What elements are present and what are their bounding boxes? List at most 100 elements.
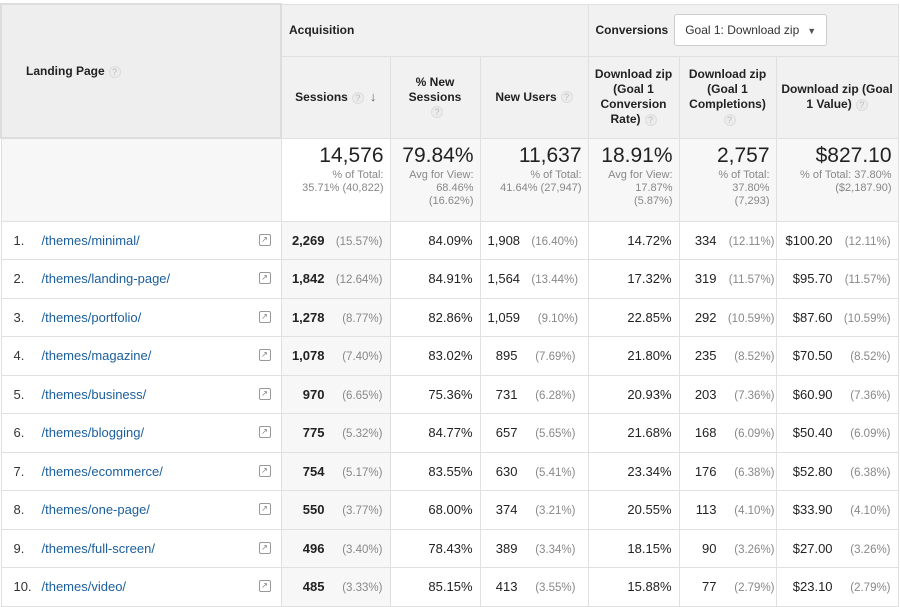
total-detail: 37.80%: [732, 181, 770, 194]
open-external-icon[interactable]: ↗: [258, 272, 271, 284]
help-icon[interactable]: ?: [108, 65, 121, 78]
total-value: 18.91%: [601, 143, 673, 167]
value-cell-value: $87.60: [792, 309, 833, 325]
open-external-icon[interactable]: ↗: [258, 503, 271, 515]
new-users-cell: 374 (3.21%): [479, 490, 589, 530]
help-icon[interactable]: ?: [723, 113, 736, 126]
completions-cell: 203 (7.36%): [678, 374, 777, 414]
landing-page-link[interactable]: /themes/blogging/: [41, 425, 145, 441]
total-detail: % of Total:: [718, 168, 770, 181]
new-sessions-cell: 84.09%: [389, 220, 481, 260]
help-icon[interactable]: ?: [560, 91, 573, 104]
value-cell-percent: (6.09%): [850, 428, 891, 441]
new-users-cell-value: 389: [495, 540, 518, 556]
help-icon[interactable]: ?: [431, 106, 443, 119]
landing-page-link[interactable]: /themes/business/: [41, 386, 147, 402]
total-value: 2,757: [716, 143, 770, 167]
conversion-rate-header[interactable]: Download zip (Goal 1 Conversion Rate)?: [587, 55, 680, 139]
open-external-icon[interactable]: ↗: [258, 464, 271, 477]
conversion-rate-cell: 17.32%: [587, 259, 680, 299]
new-users-cell: 413 (3.55%): [479, 567, 589, 607]
value-cell: $27.00 (3.26%): [775, 528, 899, 568]
conversion-rate-cell-value: 22.85%: [627, 309, 672, 325]
completions-cell-value: 168: [694, 425, 717, 441]
completions-header[interactable]: Download zip (Goal 1 Completions)?: [678, 55, 777, 139]
col-label: Sessions: [295, 90, 348, 104]
sort-descending-icon[interactable]: ↓: [369, 89, 377, 104]
conversion-rate-cell: 21.68%: [587, 413, 680, 453]
col-label: Download zip (Goal 1 Completions): [688, 67, 767, 111]
new-users-cell-value: 731: [495, 386, 518, 402]
new-sessions-cell-value: 75.36%: [428, 386, 473, 402]
value-cell: $23.10 (2.79%): [775, 567, 899, 607]
value-cell-percent: (10.59%): [843, 312, 891, 325]
completions-cell-percent: (10.59%): [727, 312, 775, 325]
new-users-cell-value: 630: [495, 463, 518, 479]
landing-page-link[interactable]: /themes/full-screen/: [41, 540, 155, 556]
new-users-cell-value: 657: [495, 425, 518, 441]
sessions-cell: 2,269 (15.57%): [280, 220, 391, 260]
value-cell-percent: (4.10%): [850, 505, 891, 518]
landing-page-link[interactable]: /themes/landing-page/: [41, 271, 171, 287]
totals-row: 14,576% of Total: 35.71% (40,822) 79.84% Av…: [0, 137, 899, 222]
open-external-icon[interactable]: ↗: [258, 541, 271, 554]
new-sessions-cell: 83.55%: [389, 451, 481, 491]
new-users-cell: 731 (6.28%): [479, 374, 589, 414]
col-label: % New Sessions: [408, 74, 462, 104]
help-icon[interactable]: ?: [855, 98, 868, 111]
open-external-icon[interactable]: ↗: [258, 233, 271, 246]
table-row: 2. /themes/landing-page/ ↗ 1,842 (12.64%) 84.…: [0, 259, 899, 299]
new-sessions-cell-value: 84.77%: [428, 425, 473, 441]
conversion-rate-cell-value: 20.55%: [627, 502, 672, 518]
completions-cell: 168 (6.09%): [678, 413, 777, 453]
landing-page-link[interactable]: /themes/magazine/: [41, 348, 152, 364]
sessions-cell: 970 (6.65%): [280, 374, 391, 414]
value-header[interactable]: Download zip (Goal 1 Value)?: [775, 55, 899, 139]
row-number: 8.: [13, 502, 25, 518]
completions-cell: 90 (3.26%): [678, 528, 777, 568]
new-sessions-header[interactable]: % New Sessions?: [389, 55, 481, 139]
col-label: Download zip (Goal 1 Conversion Rate): [594, 67, 673, 126]
row-number: 7.: [13, 463, 25, 479]
goal-select[interactable]: Goal 1: Download zip ▼: [674, 14, 828, 46]
new-users-cell: 1,908 (16.40%): [479, 220, 589, 260]
landing-page-link[interactable]: /themes/portfolio/: [41, 309, 142, 325]
landing-page-header[interactable]: Landing Page?: [0, 3, 282, 139]
value-cell: $33.90 (4.10%): [775, 490, 899, 530]
landing-page-link[interactable]: /themes/video/: [41, 579, 127, 595]
value-cell: $87.60 (10.59%): [775, 297, 899, 337]
help-icon[interactable]: ?: [644, 113, 657, 126]
table-row: 5. /themes/business/ ↗ 970 (6.65%) 75.36% 731 (…: [0, 374, 899, 414]
new-users-cell: 1,564 (13.44%): [479, 259, 589, 299]
open-external-icon[interactable]: ↗: [258, 310, 271, 323]
conversion-rate-cell: 23.34%: [587, 451, 680, 491]
new-sessions-cell: 75.36%: [389, 374, 481, 414]
row-number: 2.: [13, 271, 25, 287]
landing-page-link[interactable]: /themes/minimal/: [41, 232, 140, 248]
open-external-icon[interactable]: ↗: [258, 580, 271, 592]
row-number: 4.: [13, 348, 25, 364]
row-number: 1.: [13, 232, 25, 248]
total-detail: (7,293): [734, 194, 770, 207]
open-external-icon[interactable]: ↗: [258, 349, 271, 361]
completions-cell-value: 113: [695, 502, 717, 518]
help-icon[interactable]: ?: [351, 91, 364, 104]
dropdown-caret-icon: ▼: [807, 26, 817, 36]
sessions-header[interactable]: Sessions? ↓: [280, 55, 391, 139]
table-row: 7. /themes/ecommerce/ ↗ 754 (5.17%) 83.55% 630…: [0, 451, 899, 491]
landing-page-report-table: Landing Page? Acquisition Conversions Goa…: [0, 3, 899, 607]
conversions-group: Conversions Goal 1: Download zip ▼: [587, 3, 899, 57]
completions-cell: 235 (8.52%): [678, 336, 777, 376]
new-users-header[interactable]: New Users?: [479, 55, 589, 139]
landing-page-link[interactable]: /themes/one-page/: [41, 502, 150, 518]
sessions-cell-percent: (3.40%): [342, 543, 383, 556]
sessions-cell-percent: (3.33%): [342, 582, 383, 595]
conversion-rate-cell: 21.80%: [587, 336, 680, 376]
open-external-icon[interactable]: ↗: [258, 387, 271, 400]
new-users-cell-percent: (3.34%): [535, 543, 576, 556]
landing-page-link[interactable]: /themes/ecommerce/: [41, 463, 163, 479]
completions-cell-percent: (3.26%): [734, 543, 775, 556]
open-external-icon[interactable]: ↗: [258, 426, 271, 438]
total-detail: % of Total:: [332, 168, 384, 181]
new-sessions-cell-value: 83.55%: [428, 463, 473, 479]
